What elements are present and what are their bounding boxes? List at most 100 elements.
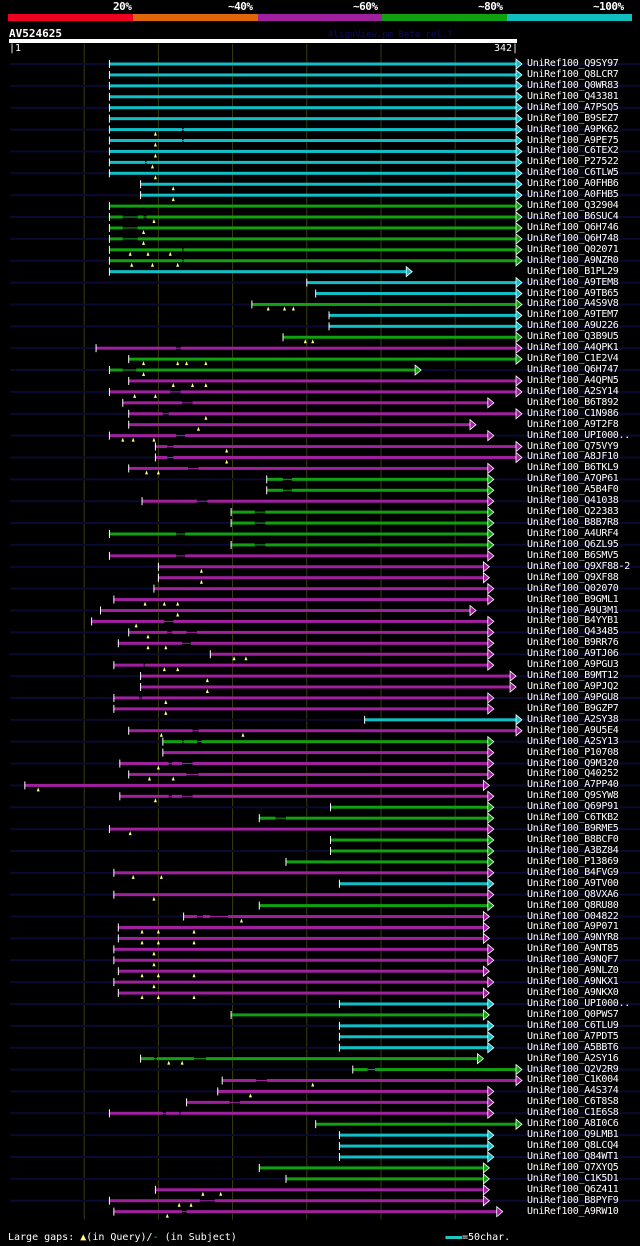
hit-label[interactable]: UniRef100_B8BCF0 [527, 834, 619, 846]
hit-label[interactable]: UniRef100_Q8RU80 [527, 899, 619, 911]
hit-label[interactable]: UniRef100_A9TEM8 [527, 276, 619, 288]
hit-label[interactable]: UniRef100_A4URF4 [527, 527, 619, 539]
hit-label[interactable]: UniRef100_P13869 [527, 855, 619, 867]
hit-label[interactable]: UniRef100_Q9SY97 [527, 58, 619, 69]
hit-label[interactable]: UniRef100_B4FVG9 [527, 866, 619, 878]
hit-label[interactable]: UniRef100_Q32904 [527, 200, 619, 212]
hit-label[interactable]: UniRef100_A7PSQ5 [527, 101, 619, 113]
hit-label[interactable]: UniRef100_B6SMV5 [527, 549, 619, 561]
hit-label[interactable]: UniRef100_A4S374 [527, 1085, 619, 1097]
hit-label[interactable]: UniRef100_B6SUC4 [527, 211, 619, 223]
hit-label[interactable]: UniRef100_Q7XYQ5 [527, 1161, 619, 1173]
hit-label[interactable]: UniRef100_B8PYF9 [527, 1194, 619, 1206]
hit-label[interactable]: UniRef100_Q3B9U5 [527, 331, 619, 343]
hit-label[interactable]: UniRef100_Q9XF88 [527, 571, 619, 583]
hit-label[interactable]: UniRef100_C6TLU9 [527, 1019, 619, 1031]
hit-label[interactable]: UniRef100_A9TJ06 [527, 648, 619, 660]
hit-label[interactable]: UniRef100_A7PDT5 [527, 1030, 619, 1042]
hit-label[interactable]: UniRef100_B4YYB1 [527, 615, 619, 627]
hit-label[interactable]: UniRef100_Q02071 [527, 243, 619, 255]
hit-label[interactable]: UniRef100_O04822 [527, 910, 619, 922]
hit-label[interactable]: UniRef100_A9TV00 [527, 877, 619, 889]
hit-label[interactable]: UniRef100_A9U3M1 [527, 604, 619, 616]
hit-label[interactable]: UniRef100_A9PK62 [527, 123, 619, 135]
hit-label[interactable]: UniRef100_C6T8S8 [527, 1096, 619, 1108]
hit-label[interactable]: UniRef100_Q9XF88-2 [527, 560, 630, 572]
hit-label[interactable]: UniRef100_A9TEM7 [527, 309, 619, 321]
hit-label[interactable]: UniRef100_A9P071 [527, 921, 619, 933]
hit-label[interactable]: UniRef100_Q84WT1 [527, 1151, 619, 1162]
hit-label[interactable]: UniRef100_B6TKL9 [527, 462, 619, 474]
hit-label[interactable]: UniRef100_B9GML1 [527, 593, 619, 605]
hit-label[interactable]: UniRef100_Q6H748 [527, 232, 619, 244]
hit-label[interactable]: UniRef100_Q40252 [527, 768, 619, 780]
hit-label[interactable]: UniRef100_B9RME5 [527, 823, 619, 835]
hit-label[interactable]: UniRef100_A5BBT6 [527, 1041, 619, 1053]
hit-label[interactable]: UniRef100_A9NYR8 [527, 932, 619, 944]
hit-label[interactable]: UniRef100_Q43485 [527, 626, 619, 638]
hit-label[interactable]: UniRef100_Q6H746 [527, 221, 619, 233]
hit-label[interactable]: UniRef100_C1E6S8 [527, 1107, 619, 1119]
hit-label[interactable]: UniRef100_A9NKX0 [527, 987, 619, 999]
hit-label[interactable]: UniRef100_A8JF10 [527, 451, 619, 463]
hit-label[interactable]: UniRef100_A9NQF7 [527, 954, 619, 966]
hit-label[interactable]: UniRef100_Q0PWS7 [527, 1008, 619, 1020]
hit-label[interactable]: UniRef100_A9NT85 [527, 943, 619, 955]
hit-label[interactable]: UniRef100_A9PJQ2 [527, 681, 619, 692]
hit-label[interactable]: UniRef100_B8B7R8 [527, 517, 619, 529]
hit-label[interactable]: UniRef100_Q9M320 [527, 757, 619, 769]
hit-label[interactable]: UniRef100_A9U5E4 [527, 724, 619, 736]
hit-label[interactable]: UniRef100_A8I0C6 [527, 1118, 619, 1130]
hit-label[interactable]: UniRef100_Q8LCR7 [527, 68, 619, 80]
hit-label[interactable]: UniRef100_A7PP40 [527, 779, 619, 791]
hit-label[interactable]: UniRef100_A9PGU8 [527, 691, 619, 703]
hit-label[interactable]: UniRef100_A0FHB5 [527, 189, 619, 201]
hit-label[interactable]: UniRef100_A9PGU3 [527, 659, 619, 671]
hit-label[interactable]: UniRef100_UPI000.. [527, 429, 630, 441]
hit-label[interactable]: UniRef100_A2SY14 [527, 385, 619, 397]
hit-label[interactable]: UniRef100_A9NKX1 [527, 976, 619, 988]
hit-label[interactable]: UniRef100_A3BZ84 [527, 844, 619, 856]
hit-label[interactable]: UniRef100_A7QP61 [527, 473, 619, 485]
hit-label[interactable]: UniRef100_C1N986 [527, 407, 619, 419]
hit-label[interactable]: UniRef100_Q6H747 [527, 364, 619, 376]
hit-label[interactable]: UniRef100_Q0WR83 [527, 79, 619, 91]
hit-label[interactable]: UniRef100_Q8LCQ4 [527, 1140, 619, 1152]
hit-label[interactable]: UniRef100_Q69P91 [527, 801, 619, 813]
hit-label[interactable]: UniRef100_B9GZP7 [527, 702, 619, 714]
hit-label[interactable]: UniRef100_A0FHB6 [527, 178, 619, 190]
hit-label[interactable]: UniRef100_A4QPN5 [527, 374, 619, 386]
hit-label[interactable]: UniRef100_A9RW10 [527, 1205, 619, 1217]
hit-label[interactable]: UniRef100_A2SY16 [527, 1052, 619, 1064]
hit-label[interactable]: UniRef100_A9U226 [527, 320, 619, 332]
hit-label[interactable]: UniRef100_A9NZR0 [527, 254, 619, 266]
hit-label[interactable]: UniRef100_A5B4F0 [527, 484, 619, 496]
hit-label[interactable]: UniRef100_Q2V2R9 [527, 1063, 619, 1075]
hit-label[interactable]: UniRef100_Q6Z411 [527, 1183, 619, 1195]
hit-label[interactable]: UniRef100_Q8VXA6 [527, 888, 619, 900]
hit-label[interactable]: UniRef100_UPI000.. [527, 997, 630, 1009]
hit-label[interactable]: UniRef100_B6T892 [527, 396, 619, 408]
hit-label[interactable]: UniRef100_Q6ZL95 [527, 538, 619, 550]
hit-label[interactable]: UniRef100_C1K004 [527, 1074, 619, 1086]
hit-label[interactable]: UniRef100_B9SEZ7 [527, 112, 619, 124]
hit-label[interactable]: UniRef100_Q22383 [527, 506, 619, 518]
hit-label[interactable]: UniRef100_C6TLW5 [527, 167, 619, 179]
hit-label[interactable]: UniRef100_C1K5D1 [527, 1172, 619, 1184]
hit-label[interactable]: UniRef100_Q43381 [527, 90, 619, 102]
hit-label[interactable]: UniRef100_A4QPK1 [527, 342, 619, 354]
hit-label[interactable]: UniRef100_C6TKB2 [527, 812, 619, 824]
hit-label[interactable]: UniRef100_A4S9V8 [527, 298, 619, 310]
hit-label[interactable]: UniRef100_A2SY38 [527, 713, 619, 725]
hit-label[interactable]: UniRef100_B9MT12 [527, 670, 619, 682]
hit-label[interactable]: UniRef100_P10708 [527, 746, 619, 758]
hit-label[interactable]: UniRef100_B9RR76 [527, 637, 619, 649]
hit-label[interactable]: UniRef100_Q41038 [527, 495, 619, 507]
hit-label[interactable]: UniRef100_B1PL29 [527, 265, 619, 277]
hit-label[interactable]: UniRef100_C6TEX2 [527, 145, 619, 157]
hit-label[interactable]: UniRef100_A9TB65 [527, 287, 619, 299]
hit-label[interactable]: UniRef100_Q02070 [527, 582, 619, 594]
hit-label[interactable]: UniRef100_Q9LMB1 [527, 1129, 619, 1141]
hit-label[interactable]: UniRef100_A2SY13 [527, 735, 619, 747]
hit-label[interactable]: UniRef100_A9PE75 [527, 134, 619, 146]
